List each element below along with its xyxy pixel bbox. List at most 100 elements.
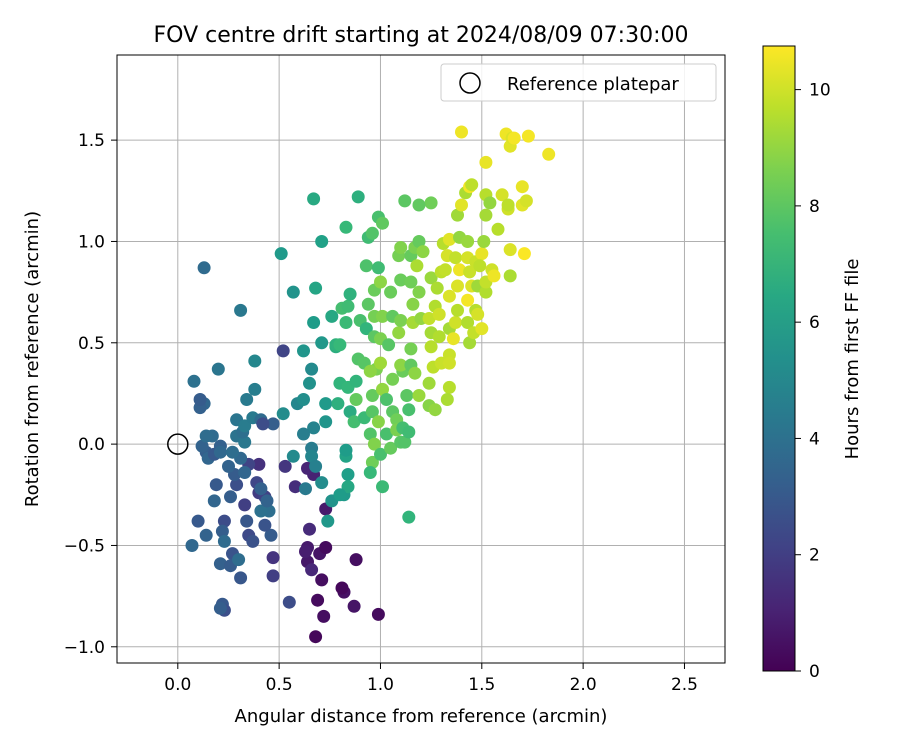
- scatter-point: [422, 312, 436, 325]
- scatter-point: [495, 188, 509, 202]
- scatter-point: [376, 216, 389, 230]
- scatter-point: [351, 190, 365, 204]
- scatter-point: [412, 198, 426, 212]
- scatter-point: [404, 275, 418, 289]
- scatter-point: [412, 389, 426, 402]
- x-axis-label: Angular distance from reference (arcmin): [235, 706, 608, 727]
- scatter-point: [542, 147, 556, 161]
- scatter-point: [319, 541, 333, 554]
- scatter-point: [519, 194, 533, 208]
- scatter-point: [398, 435, 412, 449]
- x-tick-label: 2.5: [671, 675, 698, 695]
- scatter-point: [440, 393, 454, 406]
- scatter-point: [315, 476, 329, 490]
- x-tick-label: 0.0: [164, 675, 191, 695]
- scatter-point: [335, 581, 349, 595]
- scatter-point: [288, 480, 302, 494]
- scatter-point: [371, 415, 385, 429]
- legend: Reference platepar: [440, 63, 717, 102]
- scatter-point: [453, 263, 466, 277]
- scatter-point: [471, 307, 485, 321]
- scatter-point: [412, 285, 426, 299]
- scatter-point: [412, 235, 426, 248]
- plot-background: [117, 55, 725, 663]
- scatter-point: [260, 494, 274, 508]
- scatter-point: [286, 285, 300, 299]
- scatter-point: [333, 488, 347, 502]
- scatter-point: [442, 289, 456, 303]
- scatter-point: [507, 131, 521, 145]
- scatter-point: [438, 263, 452, 277]
- scatter-point: [483, 196, 497, 210]
- scatter-point: [365, 226, 379, 240]
- scatter-point: [451, 303, 464, 317]
- scatter-point: [475, 247, 489, 261]
- plot-frame: [116, 54, 726, 664]
- scatter-point: [317, 609, 331, 623]
- scatter-point: [309, 281, 323, 295]
- scatter-point: [213, 601, 227, 615]
- scatter-point: [232, 553, 246, 567]
- scatter-point: [503, 269, 517, 283]
- reference-marker: [167, 433, 189, 455]
- scatter-point: [217, 514, 231, 528]
- scatter-point: [305, 362, 319, 376]
- legend-label-reference: Reference platepar: [507, 74, 679, 95]
- colorbar-ticks: 0 2 4 6 8 10: [795, 81, 831, 682]
- scatter-point: [319, 397, 333, 411]
- scatter-point: [315, 336, 329, 350]
- scatter-point: [213, 445, 227, 459]
- scatter-point: [299, 482, 312, 496]
- x-tick-label: 1.0: [367, 675, 394, 695]
- plot-area: 0.0 0.5 1.0 1.5 2.0 2.5 −1.0−0.50.00.51.01.5 …: [64, 54, 726, 695]
- scatter-point: [430, 281, 444, 295]
- scatter-point: [258, 518, 272, 532]
- scatter-point: [374, 356, 387, 370]
- legend-marker-reference: [459, 72, 481, 94]
- scatter-point: [331, 397, 345, 411]
- scatter-point: [428, 403, 442, 417]
- scatter-point: [402, 425, 416, 439]
- scatter-point: [479, 208, 493, 222]
- y-tick-label: −1.0: [64, 638, 105, 658]
- scatter-point: [392, 326, 406, 340]
- scatter-point: [254, 482, 268, 496]
- scatter-point: [376, 309, 389, 323]
- scatter-point: [222, 459, 235, 473]
- colorbar-tick-label: 4: [809, 429, 820, 449]
- scatter-point: [463, 336, 477, 350]
- scatter-point: [193, 393, 207, 406]
- reference-group: [167, 433, 189, 455]
- scatter-point: [238, 498, 252, 512]
- scatter-point: [341, 468, 355, 481]
- scatter-point: [303, 376, 316, 390]
- scatter-point: [254, 504, 268, 518]
- scatter-point: [371, 607, 385, 621]
- scatter-point: [361, 297, 375, 311]
- y-tick-label: 0.0: [78, 435, 105, 455]
- scatter-point: [473, 259, 487, 273]
- scatter-point: [305, 449, 319, 463]
- y-axis-ticks: −1.0 −0.5 0.0 0.5 1.0 1.5: [64, 131, 117, 658]
- scatter-point: [246, 534, 260, 548]
- scatter-point: [349, 553, 363, 567]
- scatter-point: [465, 178, 479, 192]
- scatter-point: [515, 180, 529, 194]
- scatter-point: [449, 251, 462, 265]
- scatter-point: [461, 235, 475, 248]
- scatter-point: [274, 247, 288, 261]
- scatter-point: [339, 220, 353, 234]
- scatter-point: [363, 364, 377, 378]
- scatter-point: [224, 490, 237, 504]
- scatter-point: [341, 299, 355, 313]
- scatter-point: [404, 342, 418, 356]
- scatter-point: [240, 393, 254, 406]
- scatter-point: [491, 222, 505, 236]
- scatter-point: [382, 338, 396, 352]
- scatter-point: [424, 271, 438, 285]
- scatter-point: [517, 247, 531, 261]
- scatter-point: [226, 445, 239, 459]
- scatter-point: [347, 415, 361, 429]
- scatter-point: [442, 356, 456, 370]
